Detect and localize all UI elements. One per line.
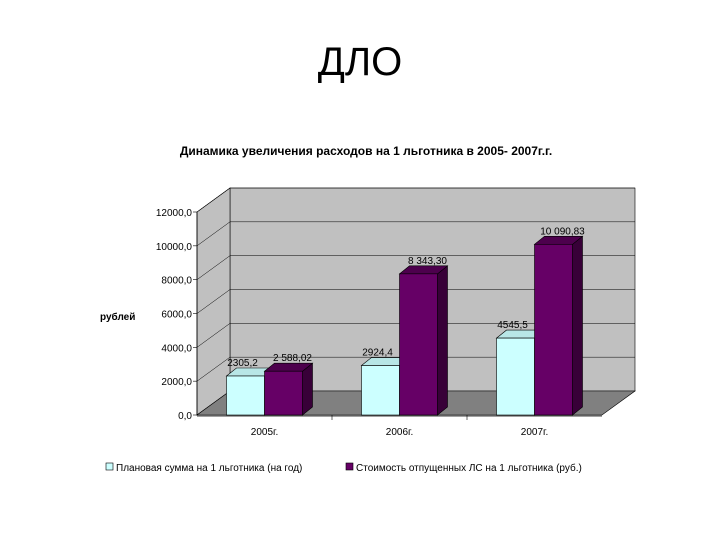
y-tick-label: 8000,0 <box>161 276 192 287</box>
data-label: 2 588,02 <box>273 353 312 364</box>
data-label: 2305,2 <box>227 358 258 369</box>
data-label: 2924,4 <box>362 348 393 359</box>
legend-swatch-cost <box>345 462 354 471</box>
y-tick-label: 4000,0 <box>161 343 192 354</box>
bar-cost <box>263 362 314 416</box>
gridline <box>196 255 635 280</box>
y-tick-label: 0,0 <box>178 411 192 422</box>
chart-title: Динамика увеличения расходов на 1 льготн… <box>180 144 552 158</box>
gridline <box>196 289 635 314</box>
slide-title: ДЛО <box>317 40 403 84</box>
bar-cost <box>398 265 449 416</box>
y-tick-label: 12000,0 <box>156 208 193 219</box>
x-tick-label: 2005г. <box>251 427 278 438</box>
gridline <box>196 221 635 247</box>
plot-area: 0,0 2000,0 4000,0 6000,0 8000,0 10000,0 12000,… <box>156 187 636 438</box>
legend: Плановая сумма на 1 льготника (на год) Ст… <box>105 462 582 474</box>
data-label: 4545,5 <box>497 320 528 331</box>
legend-label-cost: Стоимость отпущенных ЛС на 1 льготника (… <box>356 462 582 474</box>
bar-cost <box>533 235 584 416</box>
y-tick-label: 10000,0 <box>156 242 193 253</box>
y-tick-label: 2000,0 <box>161 377 192 388</box>
y-axis-label: рублей <box>100 311 135 323</box>
x-tick-label: 2006г. <box>386 427 413 438</box>
gridline <box>196 187 635 213</box>
data-label: 10 090,83 <box>540 226 585 237</box>
data-label: 8 343,30 <box>408 256 447 267</box>
y-tick-label: 6000,0 <box>161 310 192 321</box>
x-tick-label: 2007г. <box>521 427 548 438</box>
legend-swatch-plan <box>105 462 114 471</box>
legend-label-plan: Плановая сумма на 1 льготника (на год) <box>116 463 302 474</box>
gridline <box>196 323 635 348</box>
